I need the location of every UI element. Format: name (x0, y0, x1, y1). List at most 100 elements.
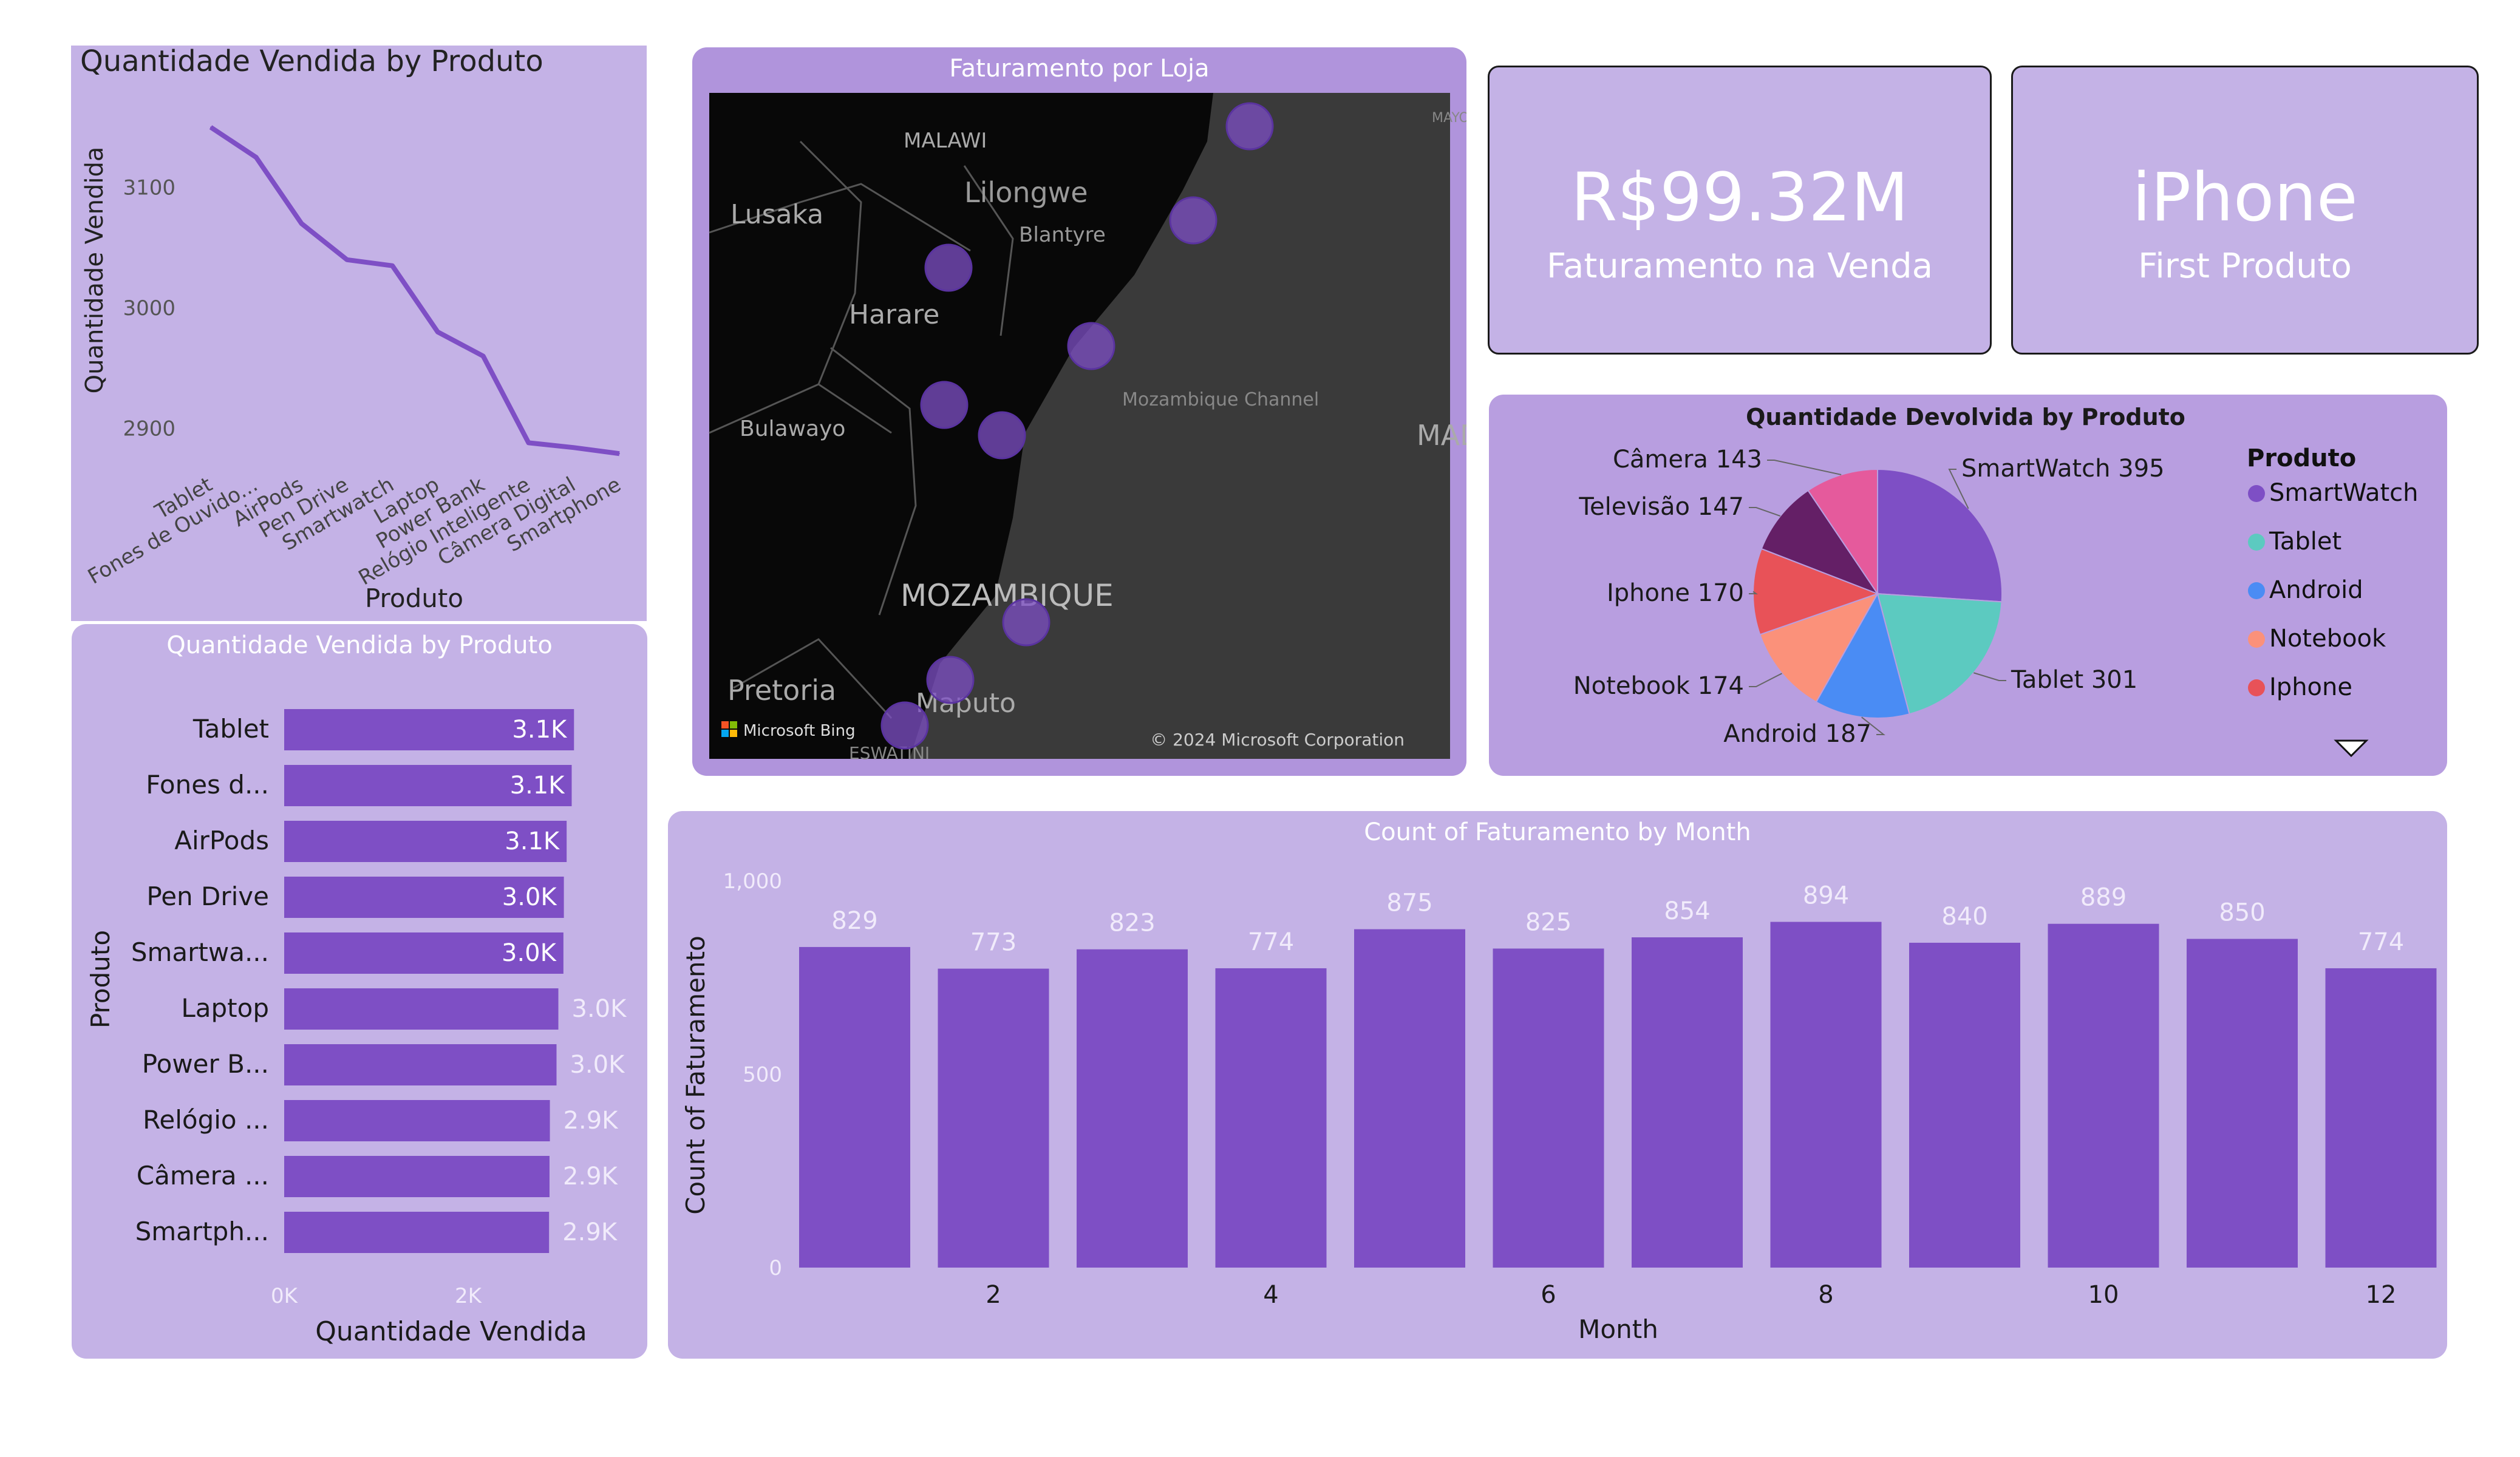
vbar-x-tick: 2 (986, 1281, 1001, 1309)
pie-legend-marker (2248, 485, 2265, 502)
vbar-x-tick: 12 (2366, 1281, 2397, 1309)
line-chart-panel: Quantidade Vendida by Produto 2900 3000 310… (71, 46, 647, 621)
pie-slice (1759, 593, 1879, 703)
pie-legend-marker (2248, 631, 2265, 648)
hbar-category-label: Laptop (181, 993, 269, 1023)
hbar-x-axis-title: Quantidade Vendida (315, 1316, 587, 1347)
store-bubble (1169, 196, 1217, 245)
pie-slice (1807, 468, 1878, 596)
pie-legend-marker (2248, 679, 2265, 696)
vbar (1493, 948, 1604, 1268)
pie-leader-line (1749, 507, 1781, 517)
hbar-category-label: Câmera ... (137, 1161, 269, 1190)
vbar (799, 946, 910, 1268)
pie-data-label: Televisão 147 (1578, 493, 1744, 521)
pie-legend-item: Iphone (2269, 673, 2352, 701)
y-axis-title: Quantidade Vendida (81, 147, 109, 394)
kpi-label-revenue: Faturamento na Venda (1546, 246, 1933, 286)
chevron-down-icon (2334, 739, 2369, 758)
vbar-chart: 0 500 1,000 829 773 823 774 875 825 854 894 840 889 8… (681, 869, 2437, 1344)
vbar (1354, 929, 1465, 1268)
vbar-y-axis-title: Count of Faturamento (681, 936, 710, 1215)
map-label: Mozambique Channel (1122, 389, 1319, 410)
vbar-value-label: 825 (1525, 908, 1572, 936)
vbar (2048, 923, 2159, 1268)
vbar-value-label: 774 (1248, 928, 1294, 956)
bing-logo-icon (730, 721, 737, 728)
vbar-x-axis-title: Month (1578, 1314, 1658, 1344)
hbar (284, 1212, 550, 1253)
vbar-value-label: 875 (1386, 889, 1432, 917)
map-road (799, 140, 862, 385)
map-label: MALAWI (904, 129, 987, 153)
map-label: Bulawayo (740, 416, 845, 441)
hbar-value-label: 3.1K (505, 827, 560, 855)
vbar (1632, 937, 1743, 1268)
hbar-value-label: 2.9K (564, 1107, 619, 1135)
pie-data-label: Tablet 301 (2011, 666, 2137, 694)
pie-data-label: Câmera 143 (1613, 446, 1762, 474)
bing-label: Microsoft Bing (743, 722, 856, 740)
map-label: Lusaka (730, 199, 823, 230)
line-point (210, 126, 211, 128)
line-point (619, 453, 620, 455)
pie-legend-item: Android (2269, 576, 2363, 604)
line-point (301, 223, 302, 225)
pie-data-label: Iphone 170 (1607, 579, 1744, 607)
hbar-value-label: 3.0K (572, 995, 628, 1023)
y-tick-label: 3000 (123, 296, 175, 321)
kpi-value-revenue: R$99.32M (1570, 158, 1909, 236)
pie-slice (1877, 468, 2003, 603)
vbar (1215, 968, 1327, 1268)
pie-data-label: Android 187 (1723, 720, 1871, 748)
map-label: MAD (1417, 419, 1466, 452)
hbar-category-label: Smartwa... (131, 937, 269, 967)
hbar-chart: Tablet 3.1K Fones d... 3.1K AirPods 3.1K Pen D… (86, 709, 628, 1347)
store-bubble (920, 381, 969, 429)
vbar (938, 968, 1049, 1268)
vbar-y-tick: 500 (743, 1063, 782, 1087)
vbar-y-tick: 1,000 (723, 869, 782, 894)
vbar-value-label: 850 (2219, 899, 2265, 927)
hbar-value-label: 3.0K (570, 1051, 625, 1079)
hbar-chart-panel: Quantidade Vendida by Produto Tablet 3.1K… (72, 624, 647, 1359)
pie-leader-line (1861, 716, 1885, 735)
y-tick-label: 2900 (123, 417, 175, 441)
hbar-x-tick: 0K (271, 1284, 299, 1308)
vbar-y-tick: 0 (769, 1256, 782, 1280)
vbar (1077, 949, 1188, 1268)
pie-leader-line (1749, 673, 1782, 687)
bing-logo-icon (730, 730, 737, 737)
line-point (346, 259, 348, 260)
bing-logo-icon (721, 730, 729, 737)
hbar-y-axis-title: Produto (86, 930, 115, 1028)
line-point (437, 331, 438, 333)
pie-title: Quantidade Devolvida by Produto (1746, 404, 2185, 430)
map-label: MOZAMBIQUE (901, 578, 1114, 613)
vbar (1909, 942, 2020, 1268)
line-chart-title: Quantidade Vendida by Produto (80, 46, 543, 78)
vbar-title: Count of Faturamento by Month (1364, 818, 1751, 846)
hbar (284, 988, 559, 1030)
hbar-title: Quantidade Vendida by Produto (166, 631, 553, 659)
vbar-x-tick: 6 (1541, 1281, 1556, 1309)
map-label: Harare (849, 299, 939, 330)
pie-slice (1760, 489, 1879, 596)
hbar-category-label: Pen Drive (146, 881, 269, 911)
hbar-value-label: 2.9K (563, 1163, 619, 1190)
vbar-value-label: 894 (1803, 882, 1849, 910)
hbar (284, 1044, 557, 1085)
pie-leader-line (1973, 672, 2006, 681)
pie-chart-panel: Quantidade Devolvida by Produto SmartWatc… (1489, 395, 2447, 776)
line-point (482, 355, 484, 357)
vbar-value-label: 840 (1941, 903, 1987, 931)
hbar-category-label: Power B... (142, 1049, 269, 1079)
hbar (284, 1156, 550, 1197)
map[interactable]: MALAWI Lilongwe Lusaka Blantyre Harare Bulawa… (692, 47, 1466, 776)
line-point (392, 265, 393, 267)
x-axis-title: Produto (365, 583, 463, 613)
vbar-x-tick: 4 (1263, 1281, 1278, 1309)
store-bubble (1225, 102, 1274, 151)
hbar-value-label: 3.0K (502, 939, 557, 967)
map-label: MAYO (1432, 110, 1466, 126)
